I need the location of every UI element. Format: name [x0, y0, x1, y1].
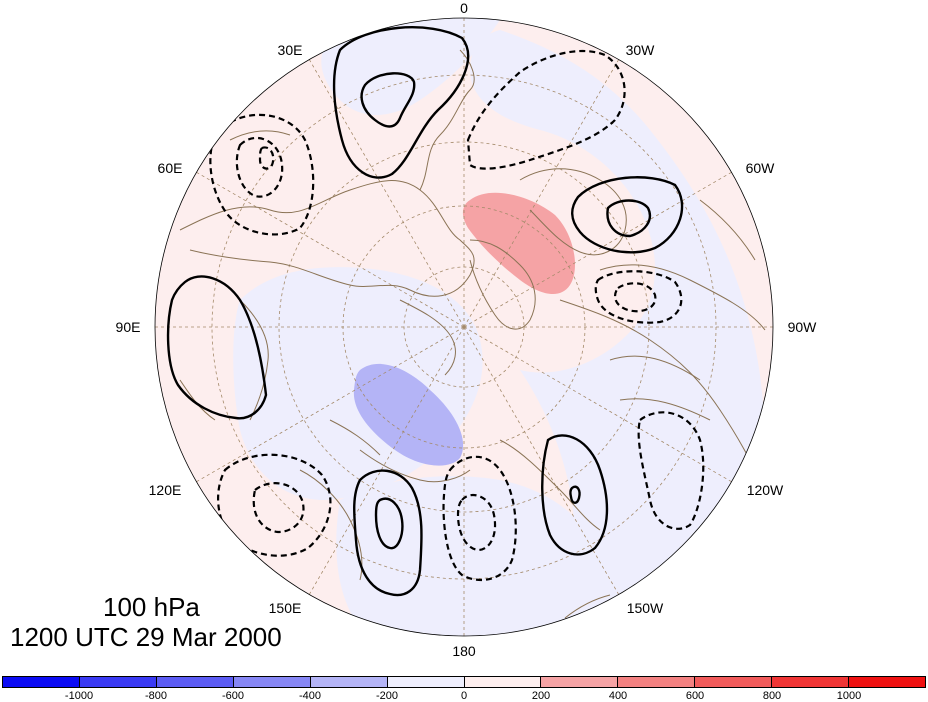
colorbar-cell	[310, 676, 388, 688]
lon-label-30w: 30W	[626, 42, 656, 58]
colorbar-tick-label: 1000	[836, 690, 862, 702]
colorbar-tick-label: 400	[608, 690, 628, 702]
colorbar-cell	[541, 676, 619, 688]
colorbar-cell	[156, 676, 234, 688]
colorbar-tick-label: 0	[460, 690, 468, 702]
lon-label-60w: 60W	[746, 160, 776, 176]
colorbar-tick-label: 200	[531, 690, 551, 702]
lon-label-120w: 120W	[747, 482, 784, 498]
colorbar-tick-label: 800	[762, 690, 782, 702]
negative-region-pacific	[336, 476, 604, 636]
negative-region-top	[321, 18, 500, 115]
colorbar-tick-label: -1000	[64, 690, 94, 702]
lon-label-90e: 90E	[116, 319, 141, 335]
map-border	[154, 17, 774, 637]
positive-contours	[166, 26, 684, 597]
colorbar	[2, 676, 927, 688]
colorbar-cell	[849, 676, 927, 688]
colorbar-cell	[695, 676, 773, 688]
lon-label-150w: 150W	[627, 600, 664, 616]
colorbar-cell	[464, 676, 542, 688]
colorbar-cell	[233, 676, 311, 688]
colorbar-cell	[2, 676, 80, 688]
colorbar-cell	[618, 676, 696, 688]
colorbar-cell	[772, 676, 850, 688]
colorbar-tick-label: 600	[685, 690, 705, 702]
negative-anomaly-east-siberia	[353, 363, 464, 466]
positive-anomaly-north-atlantic	[462, 192, 575, 295]
shading-layer	[155, 18, 773, 636]
lon-label-30e: 30E	[278, 42, 303, 58]
colorbar-cell	[79, 676, 157, 688]
colorbar-tick-label: -600	[221, 690, 245, 702]
time-label: 1200 UTC 29 Mar 2000	[10, 622, 282, 652]
colorbar-tick-label: -200	[375, 690, 399, 702]
lon-label-60e: 60E	[158, 160, 183, 176]
lon-label-90w: 90W	[788, 319, 818, 335]
lon-label-120e: 120E	[149, 482, 182, 498]
negative-region-east-atlantic	[470, 30, 764, 636]
coastlines	[179, 49, 766, 619]
lon-label-0: 0	[460, 0, 468, 16]
colorbar-tick-label: -400	[298, 690, 322, 702]
colorbar-cell	[387, 676, 465, 688]
lon-label-150e: 150E	[269, 600, 302, 616]
colorbar-tick-label: -800	[144, 690, 168, 702]
lon-label-180: 180	[452, 643, 476, 659]
level-label: 100 hPa	[103, 592, 200, 622]
